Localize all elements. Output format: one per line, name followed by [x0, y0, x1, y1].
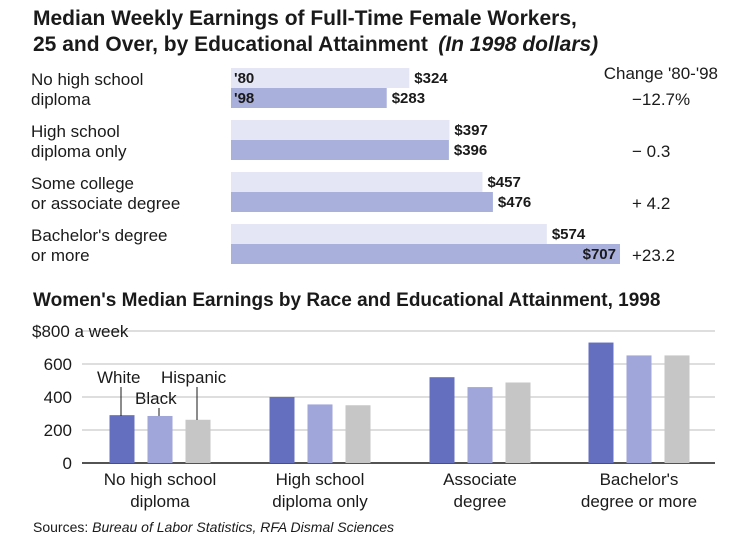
chart2-category-label-line2: degree or more: [581, 492, 697, 511]
chart1-category-label-line1: No high school: [31, 70, 143, 89]
chart2-category-label-line1: Associate: [443, 470, 517, 489]
chart1-bar: [231, 120, 450, 140]
chart1-title-line2-group: 25 and Over, by Educational Attainment (…: [33, 33, 598, 56]
chart2-bar: [345, 405, 371, 463]
legend-hispanic: Hispanic: [161, 368, 227, 387]
chart1-category-label-line1: High school: [31, 122, 120, 141]
chart2-title: Women's Median Earnings by Race and Educ…: [33, 290, 660, 311]
chart1-value-label: $574: [552, 226, 586, 243]
chart1-bar: [231, 224, 547, 244]
chart1-title: Median Weekly Earnings of Full-Time Fema…: [33, 7, 577, 30]
chart1-year-label: '80: [234, 70, 254, 87]
sources-names: Bureau of Labor Statistics, RFA Dismal S…: [92, 519, 394, 535]
chart1-category-label-line1: Bachelor's degree: [31, 226, 168, 245]
chart2-bar: [505, 382, 531, 463]
chart1-bar: [231, 68, 410, 88]
chart1-title-line2: 25 and Over, by Educational Attainment: [33, 33, 428, 56]
chart2-y-tick-label: 400: [44, 388, 72, 407]
chart2-y-tick-label: $800 a week: [32, 322, 129, 341]
legend-white: White: [97, 368, 140, 387]
chart2-category-label-line2: diploma: [130, 492, 190, 511]
chart1-category-label-line2: diploma: [31, 90, 91, 109]
chart2-bar: [588, 342, 614, 463]
chart2-bar: [269, 397, 295, 463]
chart2-category-label-line1: Bachelor's: [600, 470, 679, 489]
chart2-category-label-line1: High school: [276, 470, 365, 489]
sources-note: Sources: Bureau of Labor Statistics, RFA…: [33, 519, 394, 535]
chart1-title-suffix: (In 1998 dollars): [438, 33, 598, 56]
chart1-value-label: $457: [487, 174, 520, 191]
legend-black: Black: [135, 389, 177, 408]
chart1-value-label: $324: [414, 70, 448, 87]
chart1-change-value: + 4.2: [632, 194, 670, 213]
chart2-bar: [307, 404, 333, 463]
chart1-bar: [231, 192, 493, 212]
chart1-value-label: $476: [498, 194, 531, 211]
chart2-category-label-line1: No high school: [104, 470, 216, 489]
chart1-value-label: $396: [454, 142, 487, 159]
chart1-category-label-line1: Some college: [31, 174, 134, 193]
chart1-category-label-line2: or more: [31, 246, 90, 265]
chart2-y-tick-label: 0: [63, 454, 72, 473]
chart2-bar: [109, 415, 135, 463]
chart2-bars: No high school diploma High school diploma …: [104, 342, 697, 511]
chart2-category-label-line2: degree: [454, 492, 507, 511]
chart1-bar: [231, 88, 387, 108]
chart2-y-tick-label: 600: [44, 355, 72, 374]
sources-prefix: Sources:: [33, 519, 92, 535]
chart2-bar: [147, 415, 173, 463]
chart1-category-label-line2: diploma only: [31, 142, 127, 161]
chart2-y-tick-label: 200: [44, 421, 72, 440]
chart2-bar: [626, 355, 652, 463]
chart1-change-value: − 0.3: [632, 142, 670, 161]
chart1-value-label: $707: [583, 246, 616, 263]
chart1-change-value: −12.7%: [632, 90, 690, 109]
chart2-category-label-line2: diploma only: [272, 492, 368, 511]
chart2-bar: [185, 419, 211, 463]
chart2-bar: [664, 355, 690, 463]
chart1-year-label: '98: [234, 90, 254, 107]
change-header: Change '80-'98: [604, 64, 718, 83]
chart1-bar: [231, 140, 449, 160]
chart1-change-value: +23.2: [632, 246, 675, 265]
chart2-bar: [429, 377, 455, 463]
chart1-value-label: $283: [392, 90, 425, 107]
chart1-value-label: $397: [454, 122, 487, 139]
chart1-category-label-line2: or associate degree: [31, 194, 180, 213]
chart2-bar: [467, 387, 493, 463]
chart1-bar: [231, 172, 483, 192]
chart1-bar: [231, 244, 620, 264]
